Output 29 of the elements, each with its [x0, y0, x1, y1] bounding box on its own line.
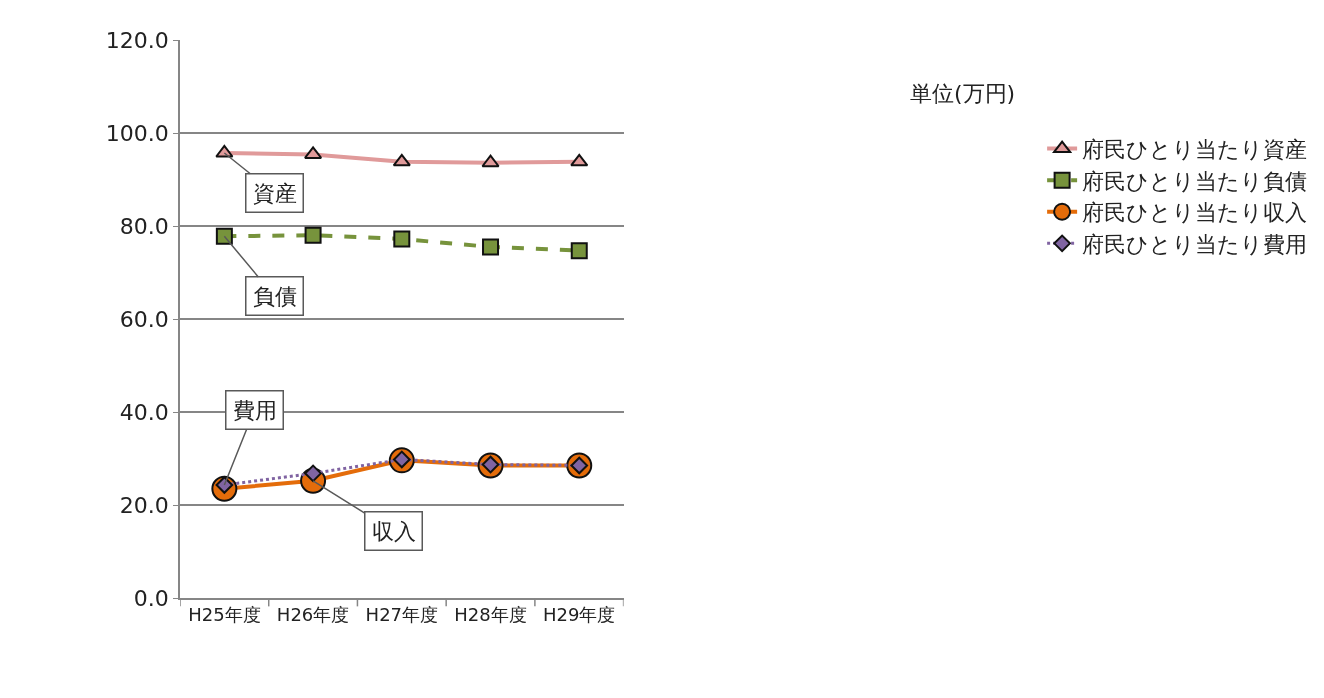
- y-tick-label: 40.0: [119, 399, 169, 425]
- point: [392, 153, 411, 167]
- x-tick-label: H26年度: [276, 604, 350, 626]
- y-tick-label: 60.0: [119, 306, 169, 332]
- annotation: 費用: [232, 397, 277, 423]
- x-tick-label: H27年度: [365, 604, 439, 626]
- point: [481, 154, 500, 168]
- y-tick-label: 120.0: [105, 27, 169, 53]
- y-tick-label: 100.0: [105, 120, 169, 146]
- point: [393, 230, 411, 248]
- y-tick-label: 0.0: [133, 585, 169, 611]
- legend-label: 府民ひとり当たり資産: [1082, 137, 1308, 163]
- annotation: 負債: [252, 283, 297, 309]
- point: [215, 227, 233, 245]
- x-tick-label: H28年度: [454, 604, 527, 626]
- legend-label: 府民ひとり当たり費用: [1082, 231, 1308, 257]
- text: 単位(万円): [910, 81, 1016, 106]
- point: [304, 226, 322, 244]
- annotation: 収入: [371, 518, 416, 544]
- y-tick-label: 80.0: [119, 213, 169, 239]
- x-tick-label: H29年度: [543, 604, 616, 626]
- point: [570, 242, 588, 260]
- legend-label: 府民ひとり当たり負債: [1082, 168, 1308, 194]
- point: [482, 238, 500, 256]
- legend-label: 府民ひとり当たり収入: [1082, 200, 1308, 226]
- x-tick-label: H25年度: [188, 604, 261, 626]
- y-tick-label: 20.0: [119, 492, 169, 518]
- annotation: 資産: [252, 180, 297, 206]
- point: [570, 153, 589, 167]
